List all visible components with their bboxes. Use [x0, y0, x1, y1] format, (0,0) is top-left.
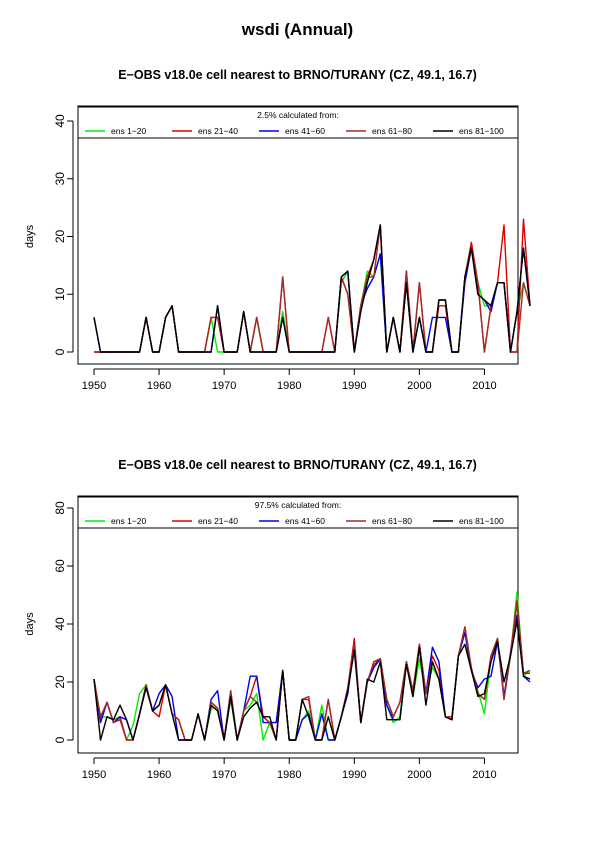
page-title: wsdi (Annual) — [241, 20, 354, 39]
legend-entry: ens 21−40 — [198, 516, 238, 526]
series-line-5 — [93, 620, 531, 741]
legend-entry: ens 81−100 — [459, 126, 504, 136]
x-tick-label: 1970 — [212, 380, 236, 392]
series-line-3 — [93, 247, 531, 353]
legend-entry: ens 81−100 — [459, 516, 504, 526]
y-tick-label: 10 — [53, 287, 67, 301]
series-line-5 — [93, 224, 531, 353]
x-tick-label: 1980 — [277, 380, 301, 392]
legend-entry: ens 21−40 — [198, 126, 238, 136]
y-tick-label: 30 — [53, 172, 67, 186]
y-axis-label: days — [24, 224, 36, 248]
x-tick-label: 2000 — [407, 380, 431, 392]
y-tick-label: 0 — [53, 348, 67, 355]
chart-2: 0 20 40 60 80 days 1950 1960 1970 1980 1990 2000 201… — [24, 495, 531, 781]
series-line-1 — [94, 247, 531, 353]
y-tick-label: 40 — [53, 114, 67, 128]
legend-box — [77, 106, 519, 139]
legend-title: 2.5% calculated from: — [257, 110, 339, 120]
y-tick-label: 40 — [53, 617, 67, 631]
legend-box — [77, 496, 519, 529]
legend-entry: ens 41−60 — [285, 126, 325, 136]
chart2-title: E−OBS v18.0e cell nearest to BRNO/TURANY… — [118, 458, 477, 472]
x-tick-label: 2010 — [472, 380, 496, 392]
x-tick-label: 1990 — [342, 769, 366, 781]
chart1-title: E−OBS v18.0e cell nearest to BRNO/TURANY… — [118, 68, 477, 82]
x-tick-label: 1950 — [82, 769, 106, 781]
y-tick-label: 80 — [53, 501, 67, 515]
x-tick-label: 2000 — [407, 769, 431, 781]
x-tick-label: 2010 — [472, 769, 496, 781]
series-line-4 — [93, 603, 531, 741]
legend-entry: ens 1−20 — [111, 516, 146, 526]
plot-frame — [77, 105, 519, 365]
legend-entry: ens 61−80 — [372, 126, 412, 136]
y-tick-label: 0 — [53, 736, 67, 743]
x-tick-label: 1950 — [82, 380, 106, 392]
x-tick-label: 1990 — [342, 380, 366, 392]
legend-entry: ens 61−80 — [372, 516, 412, 526]
y-tick-label: 20 — [53, 675, 67, 689]
legend-entry: ens 41−60 — [285, 516, 325, 526]
chart-1: 0 10 20 30 40 days 1950 1960 1970 1980 1990 2000 201… — [24, 105, 531, 392]
legend-entry: ens 1−20 — [111, 126, 146, 136]
x-tick-label: 1960 — [147, 380, 171, 392]
y-tick-label: 60 — [53, 559, 67, 573]
x-tick-label: 1970 — [212, 769, 236, 781]
x-tick-label: 1980 — [277, 769, 301, 781]
x-tick-label: 1960 — [147, 769, 171, 781]
legend-title: 97.5% calculated from: — [255, 500, 341, 510]
y-tick-label: 20 — [53, 230, 67, 244]
y-axis-label: days — [24, 612, 36, 636]
